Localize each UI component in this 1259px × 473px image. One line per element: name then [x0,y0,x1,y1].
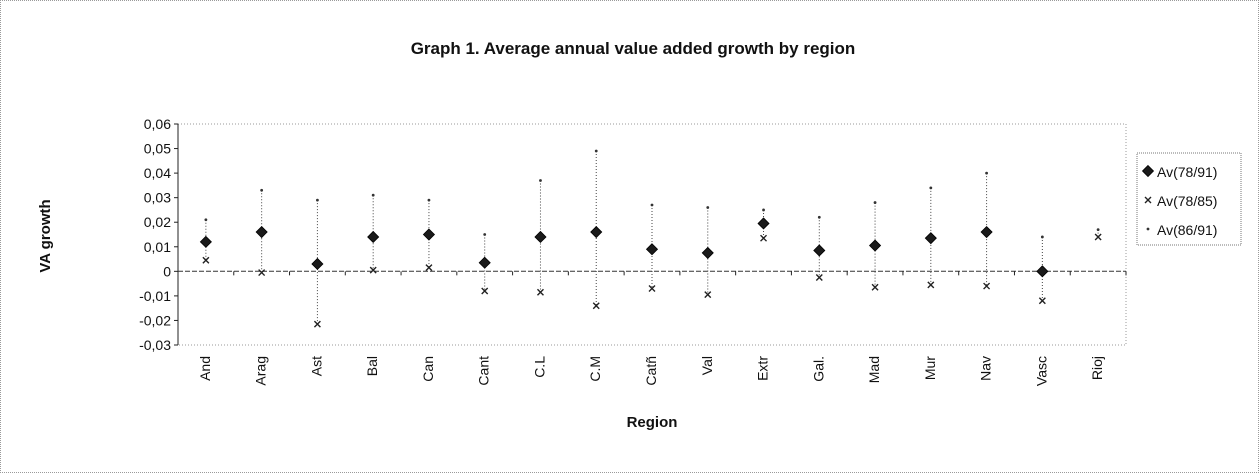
point-series-1 [757,217,770,230]
x-tick-label: And [197,356,213,381]
x-tick-label: Catñ [643,356,659,386]
y-tick-label: 0,04 [144,165,171,181]
point-series-2 [648,285,656,293]
x-tick-label: Mad [866,356,882,383]
y-axis-title: VA growth [37,199,54,272]
chart-title: Graph 1. Average annual value added grow… [411,39,856,58]
point-series-3 [873,201,877,204]
legend-marker-3 [1146,227,1150,231]
point-series-2 [258,269,266,277]
legend-items: Av(78/91) Av(78/85) Av(86/91) [1141,164,1217,238]
y-tick-label: -0,03 [139,337,171,353]
point-series-2 [704,291,712,299]
point-series-1 [645,243,659,256]
point-series-3 [427,198,431,202]
x-tick-label: Bal [364,356,380,376]
legend-label: Av(78/85) [1157,193,1217,209]
point-series-3 [204,218,208,222]
point-series-1 [422,228,436,241]
y-tick-label: 0,05 [144,141,171,157]
point-series-3 [762,208,765,212]
plot-area [177,123,1127,346]
point-series-2 [1094,233,1102,241]
range-lines [205,151,1099,325]
point-series-1 [590,225,603,239]
point-series-2 [592,302,600,310]
x-tick-label: Cant [476,356,492,386]
point-series-1 [255,225,268,239]
x-tick-label: Mur [922,356,938,380]
legend-marker-2 [1144,196,1152,204]
point-series-2 [425,264,433,272]
point-series-1 [924,232,937,245]
y-tick-label: 0,06 [144,116,171,132]
point-series-3 [650,203,654,207]
point-series-3 [817,215,821,219]
x-tick-label: Gal. [810,356,826,382]
point-series-1 [367,230,380,244]
point-series-3 [316,198,319,202]
point-series-3 [539,179,542,182]
x-tick-label: Val [699,356,715,375]
point-series-1 [478,256,491,269]
point-series-2 [815,273,823,281]
x-tick-label: C.M [587,356,603,382]
x-tick-label: Vasc [1033,356,1049,386]
y-tick-label: 0,01 [144,239,171,255]
point-series-2 [983,282,991,290]
y-axis-ticks: 0,06 0,05 0,04 0,03 0,02 0,01 0 -0,01 -0,02 -0,03 [139,116,178,353]
legend-label: Av(86/91) [1157,222,1217,238]
point-series-2 [369,266,377,274]
y-tick-label: 0,02 [144,214,171,230]
point-series-3 [706,206,710,209]
legend: Av(78/91) Av(78/85) Av(86/91) [1136,152,1242,246]
point-series-3 [1096,228,1100,231]
point-series-3 [1040,235,1044,239]
point-series-2 [313,320,321,328]
point-series-3 [594,149,598,153]
point-series-1 [868,239,882,252]
point-series-2 [481,287,489,295]
point-series-1 [980,225,993,239]
x-tick-label: Ast [308,356,324,376]
x-tick-label: Rioj [1089,356,1105,380]
point-series-1 [813,244,826,257]
x-axis-ticks: And Arag Ast Bal Can Cant C.L C.M Catñ Val Extr Gal… [177,271,1127,386]
data-points [199,149,1102,328]
point-series-2 [536,288,544,296]
legend-label: Av(78/91) [1157,164,1217,180]
x-tick-label: Can [420,356,436,382]
x-tick-label: Arag [253,356,269,386]
x-tick-label: Extr [755,356,771,381]
point-series-3 [483,233,487,236]
x-axis-title: Region [627,414,678,431]
point-series-3 [929,186,933,190]
legend-box [1136,152,1242,246]
point-series-3 [371,193,375,197]
point-series-1 [1036,265,1049,278]
legend-marker-1 [1141,164,1155,178]
y-tick-label: -0,02 [139,312,171,328]
y-tick-label: 0,03 [144,190,171,206]
point-series-2 [927,281,935,289]
point-series-1 [534,230,547,244]
y-tick-label: -0,01 [139,288,171,304]
point-series-2 [202,256,210,264]
point-series-3 [985,171,988,175]
y-tick-label: 0 [163,263,171,279]
point-series-1 [701,246,714,259]
point-series-3 [260,188,264,192]
point-series-2 [1038,297,1046,305]
x-tick-label: C.L [531,356,547,378]
point-series-1 [199,235,212,248]
x-tick-label: Nav [978,356,994,381]
point-series-1 [311,257,324,271]
point-series-2 [760,234,768,242]
point-series-2 [871,283,879,291]
